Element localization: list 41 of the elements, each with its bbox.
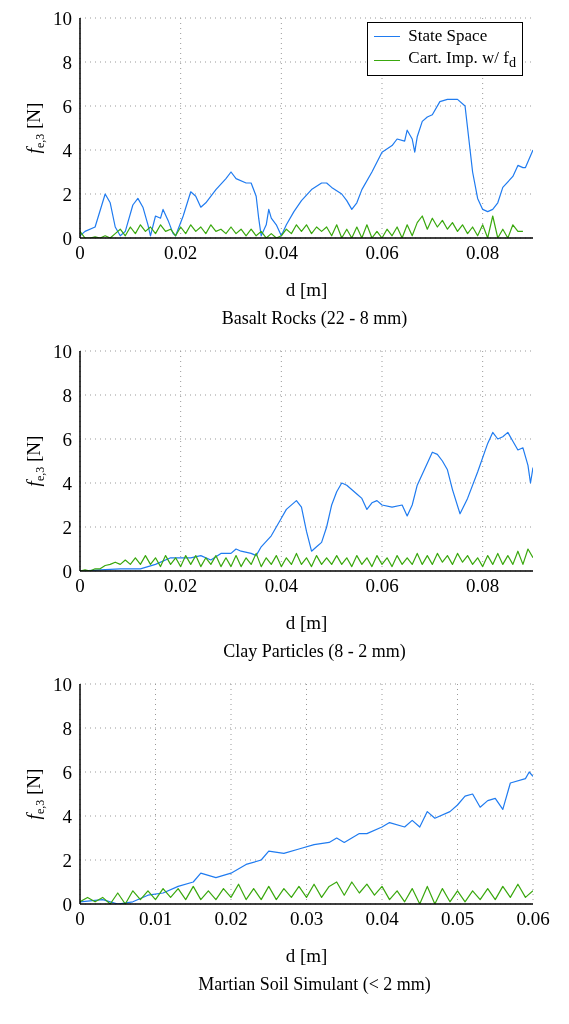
y-tick-label: 2 [62, 183, 72, 205]
y-tick-label: 2 [62, 516, 72, 538]
x-axis-title: d [m] [285, 279, 328, 300]
y-tick-label: 4 [62, 139, 73, 161]
x-tick-label: 0.02 [164, 575, 198, 597]
y-tick-label: 8 [62, 51, 72, 73]
x-tick-label: 0.03 [289, 908, 324, 930]
x-tick-label: 0.04 [264, 242, 299, 264]
y-tick-label: 6 [62, 428, 72, 450]
x-tick-label: 0.06 [516, 908, 550, 930]
y-tick-label: 6 [62, 761, 72, 783]
y-tick-label: 6 [62, 95, 72, 117]
y-tick-label: 10 [53, 340, 72, 362]
y-tick-label: 0 [62, 227, 72, 249]
line-series [80, 215, 524, 238]
x-axis-title: d [m] [285, 612, 328, 633]
y-tick-label: 0 [62, 560, 72, 582]
text: Basalt Rocks (22 - 8 mm) [220, 308, 409, 329]
y-tick-label: 4 [62, 472, 73, 494]
x-tick-label: 0.06 [365, 242, 399, 264]
legend-label: Cart. Imp. w/ f$_{d}$ [408, 48, 516, 71]
x-tick-label: 0.01 [138, 908, 173, 930]
y-tick-label: 4 [62, 805, 73, 827]
y-tick-label: 10 [53, 673, 72, 695]
x-tick-label: 0.06 [365, 575, 399, 597]
y-tick-label: 2 [62, 849, 72, 871]
x-tick-label: 0.05 [440, 908, 475, 930]
y-tick-label: 0 [62, 893, 72, 915]
x-tick-label: 0.04 [264, 575, 299, 597]
x-tick-label: 0.02 [164, 242, 198, 264]
x-tick-label: 0.08 [466, 575, 500, 597]
x-tick-label: 0.08 [466, 242, 500, 264]
y-tick-label: 8 [62, 384, 72, 406]
y-tick-label: 8 [62, 717, 72, 739]
legend-label: State Space [408, 26, 488, 45]
y-tick-label: 10 [53, 7, 72, 29]
x-tick-label: 0.04 [365, 908, 400, 930]
text: Martian Soil Simulant (< 2 mm) [197, 974, 432, 995]
x-tick-label: 0.02 [214, 908, 248, 930]
text: Clay Particles (8 - 2 mm) [222, 641, 407, 662]
x-axis-title: d [m] [285, 945, 328, 966]
